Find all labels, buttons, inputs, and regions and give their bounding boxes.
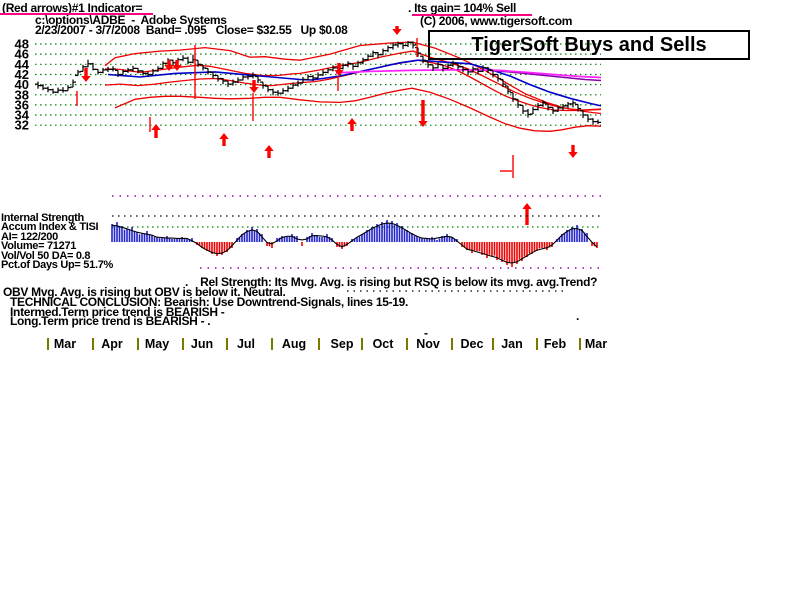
magenta-moving-average — [335, 69, 602, 79]
month-label: Oct — [373, 337, 395, 351]
month-label: Feb — [544, 337, 567, 351]
sell-arrow-icon — [334, 63, 344, 76]
buy-arrow-icon — [347, 118, 357, 131]
internal-strength-label: Internal Strength — [1, 212, 84, 224]
oscillator-pane — [111, 215, 601, 269]
outer-lower-band — [114, 87, 602, 132]
stray-dot: . — [576, 309, 580, 323]
volume-label: Volume= 71271 — [1, 240, 77, 252]
indicator-header: (Red arrows)#1 Indicator= — [2, 1, 143, 15]
y-axis-label: 44 — [15, 57, 30, 72]
file-path-label: c:\options\ADBE - Adobe Systems — [35, 13, 227, 27]
buy-arrow-icon — [219, 133, 229, 146]
month-label: May — [145, 337, 169, 351]
month-label: Jun — [191, 337, 213, 351]
copyright-label: (C) 2006, www.tigersoft.com — [420, 14, 573, 28]
y-axis-label: 36 — [15, 97, 29, 112]
chart-title-box: TigerSoft Buys and Sells — [428, 30, 750, 60]
month-label: Aug — [282, 337, 306, 351]
blue-moving-average — [107, 59, 602, 107]
obv-line: OBV Mvg. Avg. is rising but OBV is below… — [3, 285, 286, 299]
gain-header: . Its gain= 104% Sell — [408, 1, 517, 15]
sell-arrow-icon — [392, 26, 402, 35]
pct-days-up-label: Pct.of Days Up= 51.7% — [1, 259, 113, 271]
date-range-label: 2/23/2007 - 3/7/2008 Band= .095 Close= $… — [35, 23, 348, 37]
double-sell-arrow-icon — [164, 60, 174, 71]
ai-value-label: AI= 122/200 — [1, 231, 58, 243]
stray-dash: - — [424, 326, 428, 340]
month-axis: Mar Apr May Jun Jul Aug Sep Oct Nov Dec Jan Feb Mar — [47, 337, 607, 351]
sell-arrow-icon — [249, 80, 259, 93]
y-axis-label: 46 — [15, 47, 29, 62]
longterm-trend-line: Long.Term price trend is BEARISH - . — [10, 314, 211, 328]
ma-magenta-group — [335, 69, 602, 79]
month-label: Dec — [461, 337, 484, 351]
y-axis-label: 40 — [15, 77, 29, 92]
ma-blue-group — [107, 59, 602, 107]
y-axis-label: 34 — [15, 108, 30, 123]
accum-index-label: Accum Index & TISI — [1, 221, 99, 233]
sell-arrow-icon — [418, 100, 428, 127]
y-axis-label: 48 — [15, 37, 29, 52]
y-axis-label: 32 — [15, 118, 29, 133]
month-label: Nov — [416, 337, 440, 351]
intermed-trend-line: Intermed.Term price trend is BEARISH - — [10, 305, 228, 319]
month-label: Mar — [585, 337, 607, 351]
month-label: Sep — [331, 337, 354, 351]
indicator-underline — [0, 13, 153, 15]
buy-arrow-icon — [522, 203, 532, 225]
buy-arrow-icon — [151, 124, 161, 138]
conclusion-line: TECHNICAL CONCLUSION: Bearish: Use Downt… — [10, 295, 409, 309]
month-label: Apr — [101, 337, 123, 351]
sell-arrow-icon — [81, 68, 91, 82]
double-sell-arrow-icon — [172, 60, 182, 71]
rel-strength-line: . Rel Strength: Its Mvg. Avg. is rising … — [185, 275, 598, 289]
buy-arrow-icon — [264, 145, 274, 158]
vol-ratio-label: Vol/Vol 50 DA= 0.8 — [1, 250, 91, 262]
y-axis-label: 42 — [15, 67, 29, 82]
sell-arrow-icon — [568, 145, 578, 158]
y-axis-label: 38 — [15, 87, 29, 102]
signal-marks — [76, 26, 578, 225]
price-bars — [35, 41, 601, 125]
month-label: Jan — [501, 337, 523, 351]
month-label: Mar — [54, 337, 76, 351]
month-label: Jul — [237, 337, 255, 351]
gain-underline — [412, 14, 532, 16]
oscillator-line — [111, 222, 598, 264]
